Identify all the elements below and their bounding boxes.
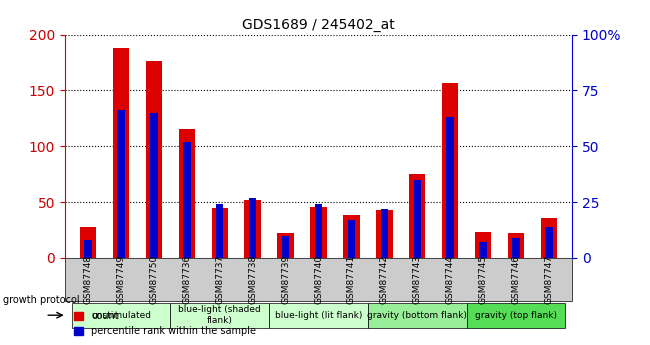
Text: GSM87744: GSM87744	[446, 255, 455, 304]
Text: unstimulated: unstimulated	[91, 311, 151, 320]
FancyBboxPatch shape	[72, 303, 170, 328]
Text: GSM87742: GSM87742	[380, 255, 389, 304]
Bar	[183, 142, 190, 258]
Bar	[409, 174, 426, 258]
Text: GSM87749: GSM87749	[116, 255, 125, 304]
FancyBboxPatch shape	[269, 303, 368, 328]
Text: GSM87736: GSM87736	[182, 255, 191, 304]
Text: blue-light (shaded
flank): blue-light (shaded flank)	[178, 305, 261, 325]
Bar	[216, 204, 224, 258]
Text: GSM87747: GSM87747	[545, 255, 553, 304]
Bar	[282, 236, 289, 258]
Text: GSM87746: GSM87746	[512, 255, 521, 304]
Text: GSM87750: GSM87750	[150, 255, 159, 304]
Text: GSM87740: GSM87740	[314, 255, 323, 304]
Bar	[112, 48, 129, 258]
Bar	[447, 117, 454, 258]
Bar	[244, 200, 261, 258]
Bar	[310, 207, 327, 258]
Bar	[278, 233, 294, 258]
Text: GSM87741: GSM87741	[347, 255, 356, 304]
Bar	[381, 209, 388, 258]
Text: GSM87738: GSM87738	[248, 255, 257, 304]
Bar	[80, 227, 96, 258]
Bar	[376, 210, 393, 258]
FancyBboxPatch shape	[467, 303, 566, 328]
Bar	[545, 227, 552, 258]
Bar	[442, 82, 458, 258]
Bar	[508, 233, 525, 258]
Text: GSM87743: GSM87743	[413, 255, 422, 304]
Text: GSM87739: GSM87739	[281, 255, 290, 304]
Text: GSM87748: GSM87748	[84, 255, 92, 304]
Title: GDS1689 / 245402_at: GDS1689 / 245402_at	[242, 18, 395, 32]
Bar	[315, 204, 322, 258]
Bar	[512, 238, 520, 258]
Bar	[480, 242, 487, 258]
Bar	[179, 129, 195, 258]
Bar	[249, 198, 256, 258]
Bar	[146, 61, 162, 258]
Bar	[348, 220, 355, 258]
Bar	[541, 218, 557, 258]
Text: gravity (bottom flank): gravity (bottom flank)	[367, 311, 467, 320]
Bar	[84, 240, 92, 258]
Bar	[211, 208, 228, 258]
Text: GSM87745: GSM87745	[478, 255, 488, 304]
Text: blue-light (lit flank): blue-light (lit flank)	[275, 311, 362, 320]
Legend: count, percentile rank within the sample: count, percentile rank within the sample	[70, 307, 260, 340]
FancyBboxPatch shape	[368, 303, 467, 328]
Text: GSM87737: GSM87737	[215, 255, 224, 304]
Bar	[475, 232, 491, 258]
Bar	[413, 180, 421, 258]
FancyBboxPatch shape	[65, 258, 572, 301]
FancyBboxPatch shape	[170, 303, 269, 328]
Bar	[150, 113, 157, 258]
Bar	[117, 110, 125, 258]
Text: growth protocol: growth protocol	[3, 295, 80, 305]
Text: gravity (top flank): gravity (top flank)	[475, 311, 557, 320]
Bar	[343, 216, 359, 258]
